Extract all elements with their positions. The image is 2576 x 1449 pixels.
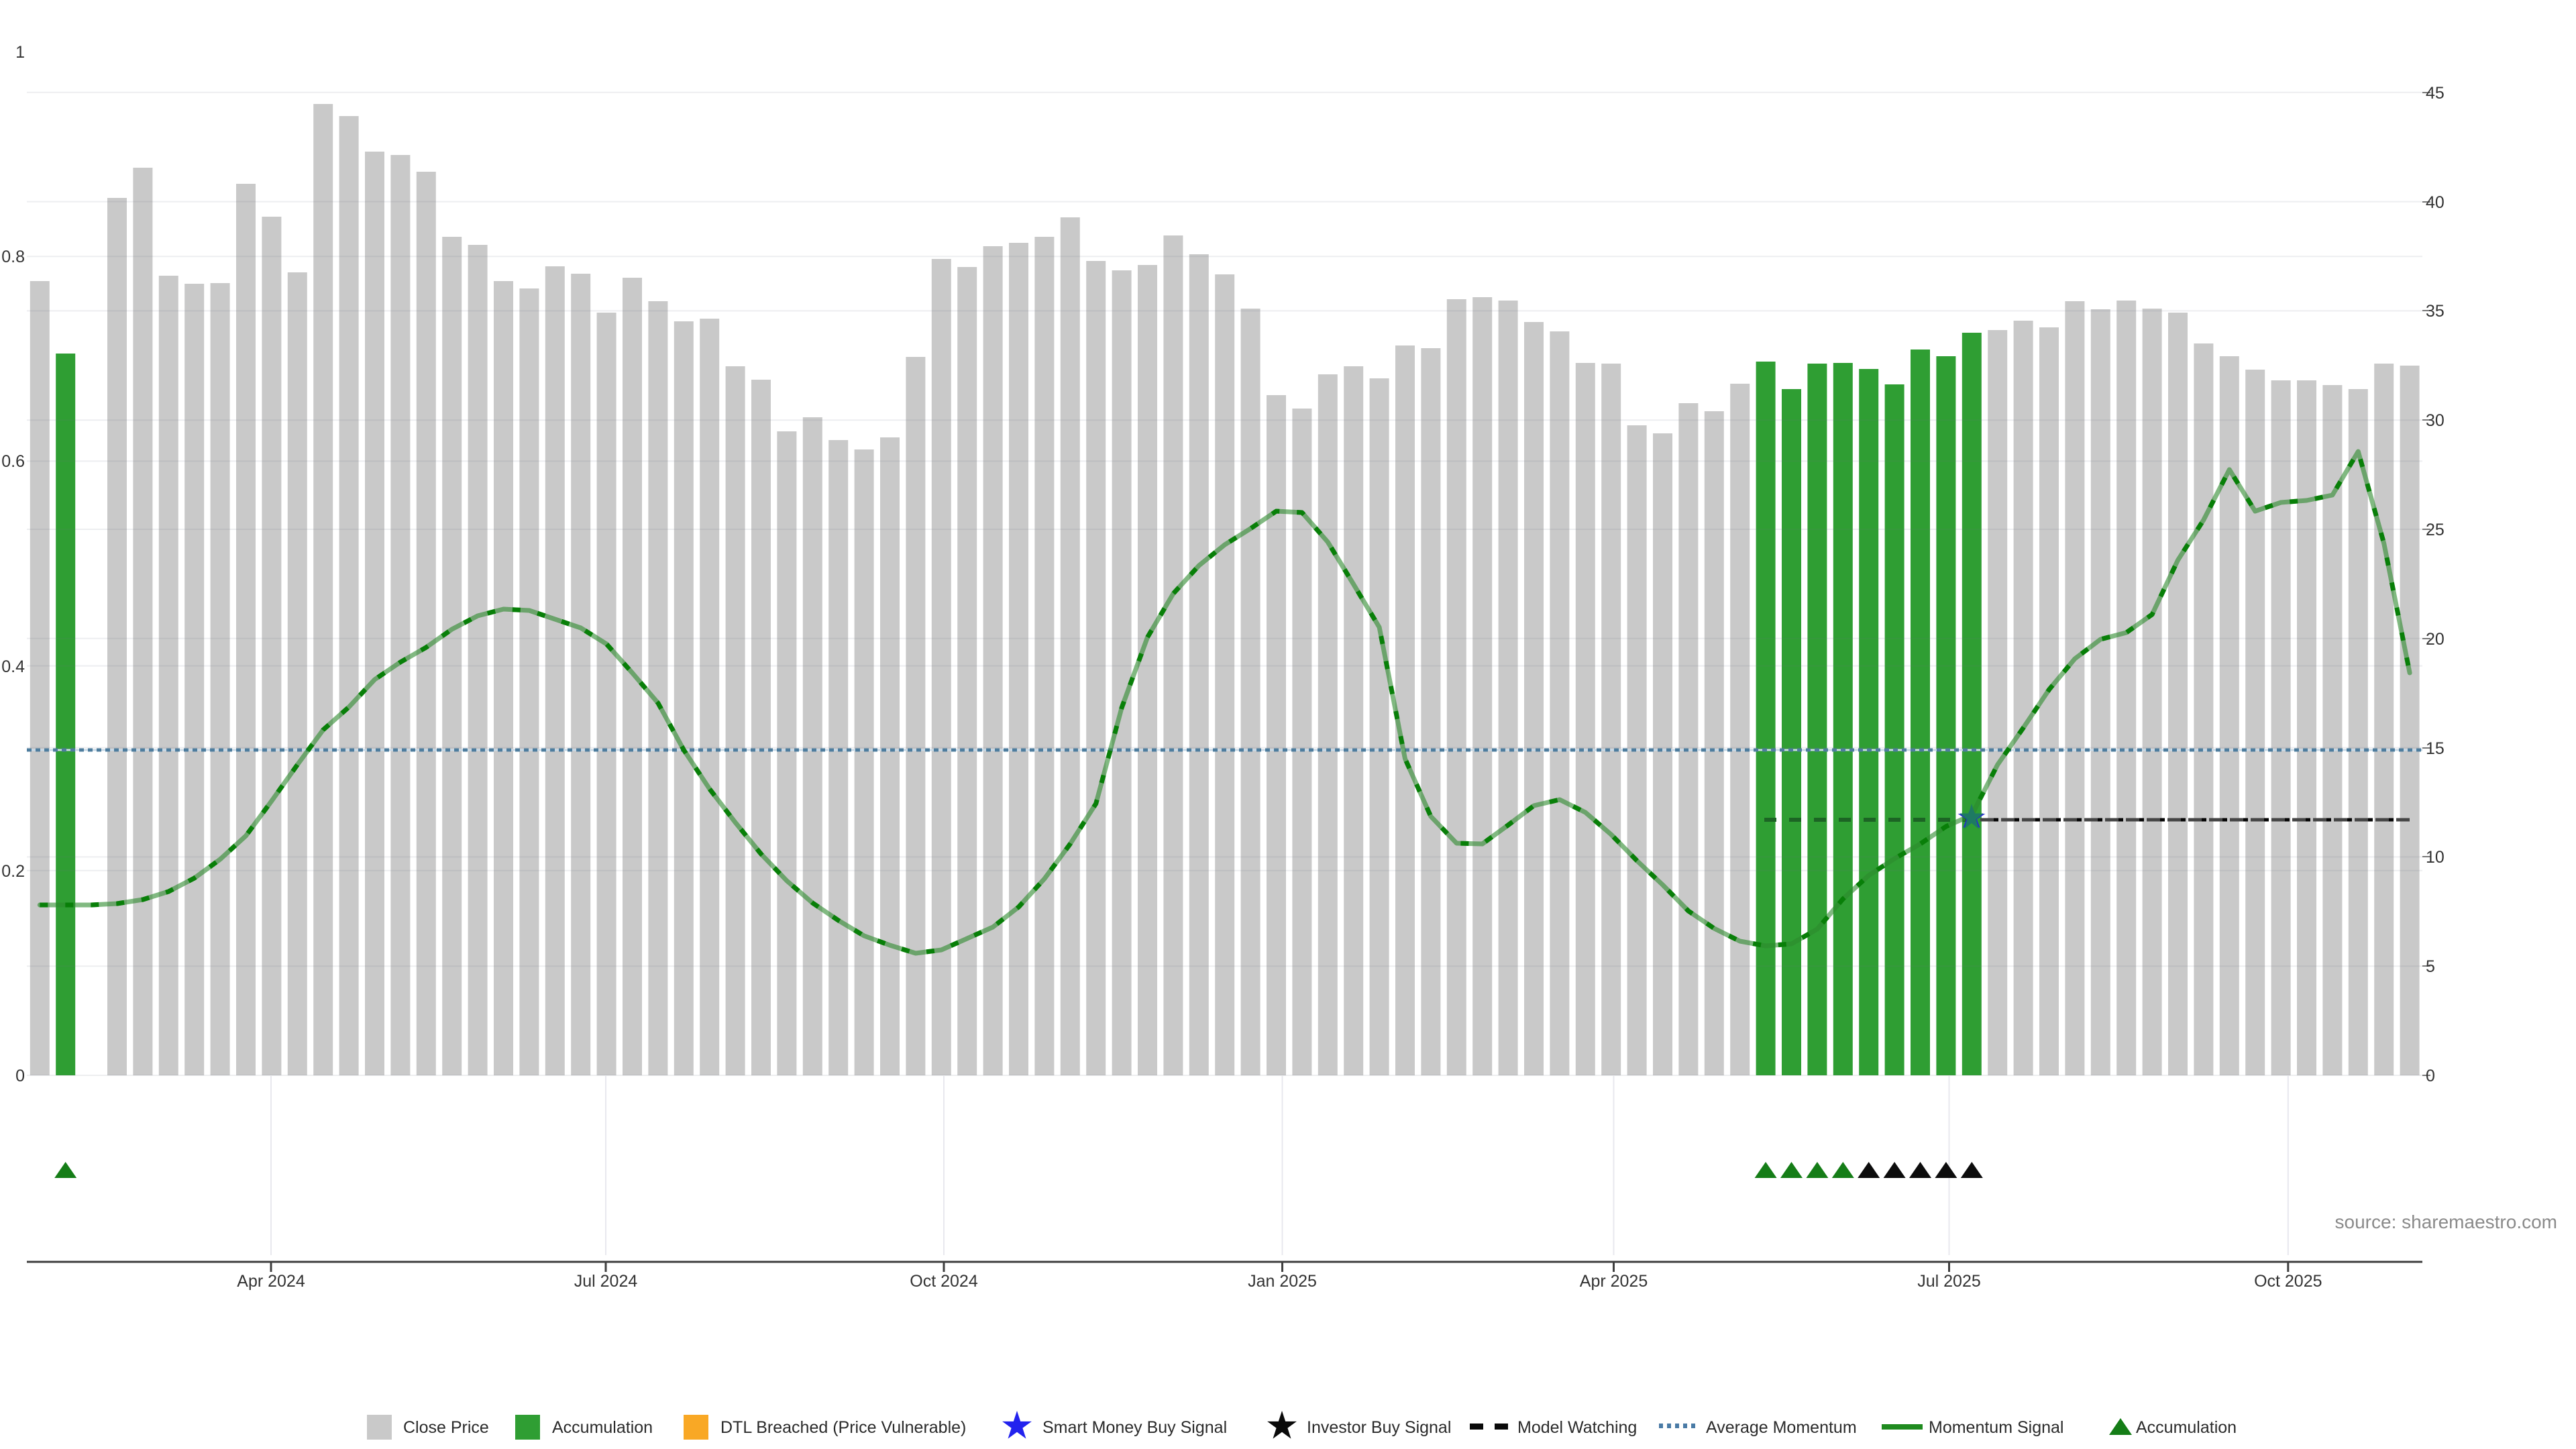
svg-text:40: 40 xyxy=(2426,193,2445,212)
svg-text:Average Momentum: Average Momentum xyxy=(1706,1418,1857,1437)
svg-text:Accumulation: Accumulation xyxy=(552,1418,653,1437)
svg-text:20: 20 xyxy=(2426,630,2445,649)
svg-text:Oct 2025: Oct 2025 xyxy=(2254,1272,2322,1291)
svg-text:35: 35 xyxy=(2426,302,2445,321)
svg-text:15: 15 xyxy=(2426,739,2445,758)
svg-text:1: 1 xyxy=(15,43,25,62)
svg-text:0: 0 xyxy=(15,1067,25,1085)
svg-text:25: 25 xyxy=(2426,521,2445,539)
svg-text:Model Watching: Model Watching xyxy=(1517,1418,1637,1437)
svg-text:DTL Breached (Price Vulnerable: DTL Breached (Price Vulnerable) xyxy=(720,1418,966,1437)
svg-text:Jan 2025: Jan 2025 xyxy=(1248,1272,1317,1291)
svg-text:Close Price: Close Price xyxy=(403,1418,489,1437)
svg-text:Apr 2025: Apr 2025 xyxy=(1580,1272,1648,1291)
svg-text:Accumulation: Accumulation xyxy=(2136,1418,2237,1437)
svg-text:Investor Buy Signal: Investor Buy Signal xyxy=(1307,1418,1451,1437)
svg-text:Apr 2024: Apr 2024 xyxy=(237,1272,305,1291)
svg-text:5: 5 xyxy=(2426,957,2435,976)
svg-text:0.2: 0.2 xyxy=(1,862,25,881)
svg-text:0.8: 0.8 xyxy=(1,248,25,266)
svg-text:Jul 2024: Jul 2024 xyxy=(574,1272,638,1291)
svg-text:30: 30 xyxy=(2426,411,2445,430)
svg-text:0.6: 0.6 xyxy=(1,452,25,471)
svg-text:Smart Money Buy Signal: Smart Money Buy Signal xyxy=(1042,1418,1227,1437)
svg-text:Momentum Signal: Momentum Signal xyxy=(1929,1418,2063,1437)
svg-text:0.4: 0.4 xyxy=(1,657,25,676)
svg-text:0: 0 xyxy=(2426,1067,2435,1085)
svg-text:source: sharemaestro.com: source: sharemaestro.com xyxy=(2335,1212,2557,1232)
svg-text:45: 45 xyxy=(2426,84,2445,103)
svg-text:Jul 2025: Jul 2025 xyxy=(1917,1272,1981,1291)
svg-text:Oct 2024: Oct 2024 xyxy=(910,1272,978,1291)
svg-text:10: 10 xyxy=(2426,848,2445,867)
